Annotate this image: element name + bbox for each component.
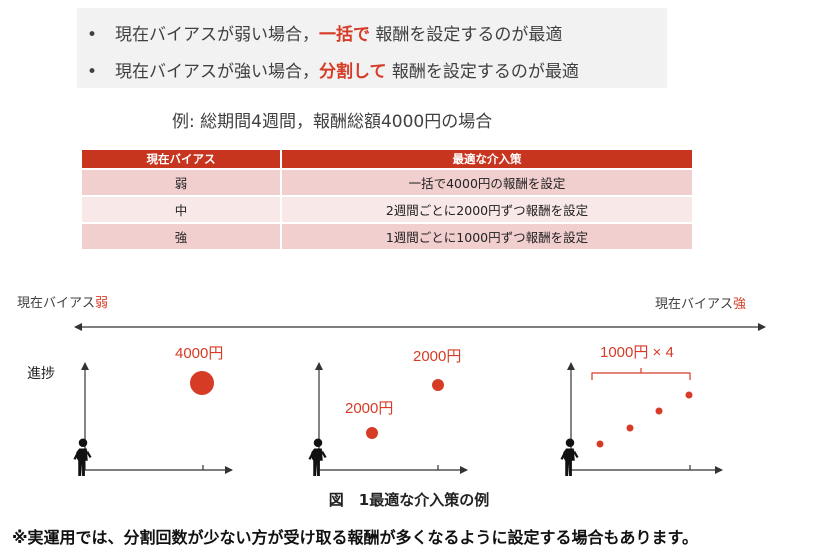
bullet-text: 現在バイアスが強い場合， [115, 62, 319, 82]
reward-dot [626, 424, 634, 432]
bullet-highlight: 分割して [319, 62, 387, 82]
reward-dot [432, 379, 444, 391]
axis-label-strong: 現在バイアス強 [655, 293, 746, 312]
bullet-weak-bias: • 現在バイアスが弱い場合，一括で 報酬を設定するのが最適 [87, 20, 562, 45]
reward-dot [685, 391, 693, 399]
axis-label-text: 現在バイアス [655, 297, 734, 312]
bullet-strong-bias: • 現在バイアスが強い場合，分割して 報酬を設定するのが最適 [87, 57, 579, 82]
reward-label: 2000円 [345, 400, 393, 417]
axis-label-weak: 現在バイアス弱 [17, 292, 108, 311]
footnote: ※実運用では、分割回数が少ない方が受け取る報酬が多くなるように設定する場合もあり… [12, 528, 698, 547]
axis-label-text: 現在バイアス [17, 296, 96, 311]
column-header: 最適な介入策 [281, 150, 692, 169]
table-header-row: 現在バイアス 最適な介入策 [82, 150, 692, 169]
panel-strong: 1000円 × 4 [560, 344, 723, 476]
bullet-dot: • [87, 25, 98, 45]
table-cell: 中 [82, 195, 282, 223]
table-cell: 1週間ごとに1000円ずつ報酬を設定 [281, 222, 692, 249]
reward-label: 2000円 [413, 348, 461, 365]
axis-label-emph: 強 [733, 297, 747, 312]
grouping-bracket [591, 368, 691, 380]
summary-box: • 現在バイアスが弱い場合，一括で 報酬を設定するのが最適 • 現在バイアスが強い場… [77, 8, 667, 88]
figure-caption: 図 1最適な介入策の例 [328, 491, 490, 509]
table-cell: 強 [82, 222, 282, 249]
table-cell: 弱 [82, 168, 282, 196]
intervention-table: 現在バイアス 最適な介入策 弱 一括で4000円の報酬を設定 中 2週間ごとに2… [82, 150, 692, 249]
table-row: 強 1週間ごとに1000円ずつ報酬を設定 [82, 222, 692, 249]
table-cell: 一括で4000円の報酬を設定 [281, 168, 692, 196]
reward-dot [190, 371, 214, 395]
panel-mid: 2000円 2000円 [308, 348, 468, 476]
bullet-text: 現在バイアスが弱い場合， [115, 25, 319, 45]
reward-label: 4000円 [175, 345, 223, 362]
axis-label-emph: 弱 [95, 296, 109, 311]
example-title: 例: 総期間4週間，報酬総額4000円の場合 [172, 112, 493, 132]
bullet-text: 報酬を設定するのが最適 [370, 25, 563, 45]
table-row: 中 2週間ごとに2000円ずつ報酬を設定 [82, 195, 692, 223]
reward-dot [366, 427, 378, 439]
reward-dot [596, 440, 604, 448]
reward-label: 1000円 × 4 [600, 344, 674, 361]
bullet-text: 報酬を設定するのが最適 [386, 62, 579, 82]
panel-weak: 4000円 [73, 345, 233, 476]
column-header: 現在バイアス [82, 150, 282, 169]
bullet-highlight: 一括で [319, 25, 370, 45]
table-cell: 2週間ごとに2000円ずつ報酬を設定 [281, 195, 692, 223]
reward-dot [655, 407, 663, 415]
table-row: 弱 一括で4000円の報酬を設定 [82, 168, 692, 196]
progress-axis-label: 進捗 [27, 365, 55, 381]
bullet-dot: • [87, 62, 98, 82]
